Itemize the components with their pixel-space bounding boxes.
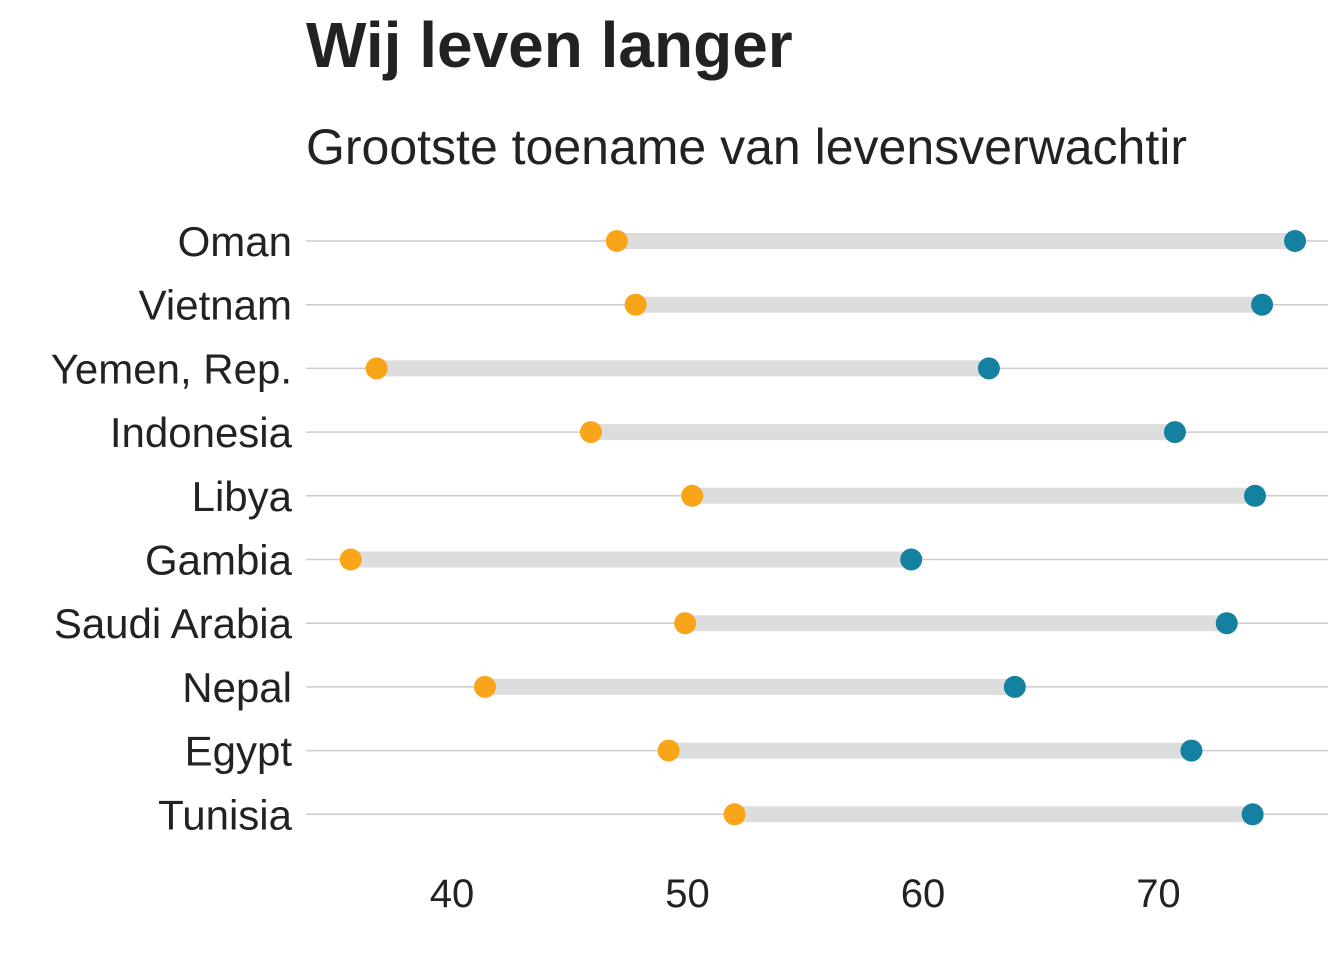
- category-label: Indonesia: [110, 409, 293, 456]
- start-point: [365, 357, 388, 380]
- category-labels: Oman Vietnam Yemen, Rep. Indonesia Libya Gamb…: [51, 218, 293, 838]
- category-label: Saudi Arabia: [54, 600, 293, 647]
- category-label: Oman: [178, 218, 292, 265]
- x-tick-label: 60: [901, 872, 946, 916]
- gridlines: [306, 240, 1328, 816]
- start-point: [339, 548, 362, 571]
- category-label: Vietnam: [139, 282, 292, 329]
- end-point: [900, 548, 923, 571]
- end-point: [1215, 612, 1238, 635]
- x-tick-label: 70: [1136, 872, 1181, 916]
- category-label: Yemen, Rep.: [51, 345, 292, 392]
- start-point: [723, 803, 746, 826]
- start-point: [579, 421, 602, 444]
- start-point: [624, 293, 647, 316]
- end-point: [1003, 675, 1026, 698]
- x-tick-label: 40: [430, 872, 475, 916]
- category-label: Nepal: [182, 664, 292, 711]
- category-label: Libya: [192, 473, 293, 520]
- end-point: [1251, 293, 1274, 316]
- x-tick-label: 50: [665, 872, 710, 916]
- x-axis-ticks: 40 50 60 70: [430, 872, 1181, 916]
- start-point: [674, 612, 697, 635]
- start-point: [605, 230, 628, 252]
- range-segments: [350, 233, 1296, 823]
- end-point: [1244, 484, 1266, 507]
- category-label: Egypt: [185, 728, 293, 775]
- end-point: [1284, 230, 1307, 252]
- end-point: [1180, 739, 1203, 762]
- chart-subtitle: Grootste toename van levensverwachtir: [306, 119, 1187, 175]
- start-point: [473, 675, 496, 698]
- category-label: Tunisia: [158, 791, 292, 838]
- category-label: Gambia: [145, 537, 293, 584]
- end-point: [1241, 803, 1264, 826]
- end-point: [1163, 421, 1186, 444]
- data-points: [339, 230, 1307, 826]
- start-point: [681, 484, 704, 507]
- chart-title: Wij leven langer: [306, 9, 793, 81]
- end-point: [977, 357, 1000, 380]
- start-point: [657, 739, 680, 762]
